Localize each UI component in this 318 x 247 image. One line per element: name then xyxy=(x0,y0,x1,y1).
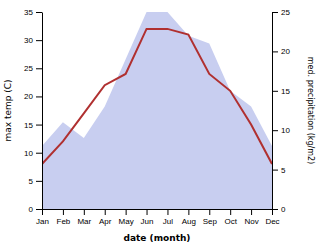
y2-tick: 15 xyxy=(272,87,290,96)
x-tick: Oct xyxy=(224,209,237,226)
tick-mark xyxy=(167,209,168,215)
tick-mark xyxy=(36,96,42,97)
tick-label: Jun xyxy=(141,217,154,226)
tick-mark xyxy=(36,40,42,41)
y-tick: 25 xyxy=(24,64,42,73)
x-tick: Jul xyxy=(163,209,173,226)
tick-mark xyxy=(147,209,148,215)
tick-label: 5 xyxy=(281,166,286,175)
tick-label: 0 xyxy=(281,205,286,214)
tick-label: 10 xyxy=(24,149,33,158)
tick-mark xyxy=(36,68,42,69)
tick-label: Feb xyxy=(57,217,71,226)
y-tick: 15 xyxy=(24,121,42,130)
tick-label: 25 xyxy=(24,64,33,73)
tick-label: 10 xyxy=(281,126,290,135)
tick-label: Mar xyxy=(77,217,91,226)
line xyxy=(42,29,272,164)
axis-line xyxy=(43,209,273,210)
tick-label: Jan xyxy=(36,217,49,226)
x-tick: Jun xyxy=(141,209,154,226)
tick-label: 15 xyxy=(24,121,33,130)
tick-mark xyxy=(36,12,42,13)
tick-mark xyxy=(188,209,189,215)
y-tick: 35 xyxy=(24,8,42,17)
chart: JanFebMarAprMayJunJulAugSepOctNovDec0510… xyxy=(0,0,318,247)
tick-label: Jul xyxy=(163,217,173,226)
x-tick: Aug xyxy=(182,209,196,226)
x-axis-title: date (month) xyxy=(124,233,191,243)
tick-mark xyxy=(63,209,64,215)
tick-label: Aug xyxy=(182,217,196,226)
y2-tick: 5 xyxy=(272,166,286,175)
y2-axis: 0 5 10 15 20 25 xyxy=(272,8,290,214)
tick-mark xyxy=(105,209,106,215)
tick-mark xyxy=(84,209,85,215)
tick-mark xyxy=(272,170,278,171)
plot: JanFebMarAprMayJunJulAugSepOctNovDec0510… xyxy=(24,8,290,226)
y-tick: 5 xyxy=(29,177,42,186)
y-tick: 0 xyxy=(29,205,42,214)
x-tick: May xyxy=(119,209,134,226)
tick-mark xyxy=(272,209,278,210)
y2-tick: 10 xyxy=(272,126,290,135)
tick-mark xyxy=(36,125,42,126)
y-tick: 30 xyxy=(24,36,42,45)
tick-mark xyxy=(272,91,278,92)
x-axis: Jan Feb Mar Apr May Jun Jul Aug Sep Oct Nov Dec xyxy=(36,209,280,226)
tick-label: Apr xyxy=(99,217,112,226)
tick-mark xyxy=(272,130,278,131)
y2-tick: 20 xyxy=(272,47,290,56)
x-tick: Apr xyxy=(99,209,112,226)
tick-label: 25 xyxy=(281,8,290,17)
tick-mark xyxy=(230,209,231,215)
tick-label: Nov xyxy=(244,217,258,226)
tick-label: 35 xyxy=(24,8,33,17)
x-tick: Dec xyxy=(265,209,279,226)
x-tick: Feb xyxy=(57,209,71,226)
x-tick: Jan xyxy=(36,209,49,226)
axis-line xyxy=(272,13,273,210)
tick-label: 20 xyxy=(281,47,290,56)
y2-axis-title: med. precipitation (kg/m2) xyxy=(306,57,315,164)
tick-mark xyxy=(36,181,42,182)
tick-label: 30 xyxy=(24,36,33,45)
tick-mark xyxy=(42,209,43,215)
tick-label: 15 xyxy=(281,87,290,96)
tick-label: 5 xyxy=(29,177,34,186)
tick-mark xyxy=(126,209,127,215)
tick-mark xyxy=(272,51,278,52)
tick-label: Oct xyxy=(224,217,237,226)
y2-tick: 0 xyxy=(272,205,286,214)
tick-label: 20 xyxy=(24,92,33,101)
y2-tick: 25 xyxy=(272,8,290,17)
x-tick: Mar xyxy=(77,209,91,226)
axis-line xyxy=(42,13,43,210)
x-tick: Nov xyxy=(244,209,258,226)
y-axis-title: max temp (C) xyxy=(3,79,13,141)
tick-label: Dec xyxy=(265,217,279,226)
y-tick: 10 xyxy=(24,149,42,158)
tick-label: 0 xyxy=(29,205,34,214)
tick-mark xyxy=(209,209,210,215)
y-tick: 20 xyxy=(24,92,42,101)
tick-mark xyxy=(36,153,42,154)
x-tick: Sep xyxy=(203,209,218,226)
y-axis: 0 5 10 15 20 25 30 35 xyxy=(24,8,42,214)
area xyxy=(42,12,272,209)
tick-mark xyxy=(36,209,42,210)
tick-label: May xyxy=(119,217,134,226)
tick-mark xyxy=(251,209,252,215)
tick-mark xyxy=(272,12,278,13)
marks xyxy=(42,12,272,209)
tick-label: Sep xyxy=(203,217,218,226)
